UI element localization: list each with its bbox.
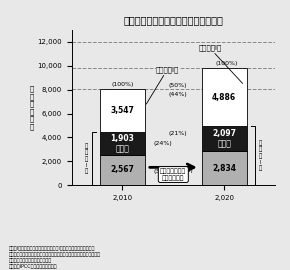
Text: 4,886: 4,886 [212, 93, 236, 102]
Text: 1,903
米・豪: 1,903 米・豪 [110, 134, 135, 153]
Text: 非附属書Ⅰ国: 非附属書Ⅰ国 [198, 45, 243, 83]
Text: (21%): (21%) [168, 131, 187, 137]
Bar [100, 89, 145, 132]
Text: 日加欧での取組
に留まる場合: 日加欧での取組 に留まる場合 [160, 168, 186, 181]
Bar [100, 155, 145, 185]
Text: 非附属書Ⅰ国: 非附属書Ⅰ国 [146, 66, 179, 104]
Title: 図１　世界の二酸化炭素排出量見通し: 図１ 世界の二酸化炭素排出量見通し [123, 15, 223, 25]
Text: 2,097
米・豪: 2,097 米・豪 [212, 129, 236, 149]
Bar [202, 126, 246, 151]
Text: (100%): (100%) [215, 61, 238, 66]
Text: (29%): (29%) [174, 168, 193, 173]
Y-axis label: 百
万
炭
素
ト
ン: 百 万 炭 素 ト ン [30, 85, 34, 130]
Text: (24%): (24%) [154, 141, 173, 146]
Bar [202, 68, 246, 126]
Text: (32%): (32%) [154, 169, 173, 174]
Text: 3,547: 3,547 [110, 106, 135, 115]
Text: 2,567: 2,567 [110, 166, 135, 174]
Text: 附
属
書
Ⅰ
国: 附 属 書 Ⅰ 国 [259, 140, 262, 171]
Bar [202, 151, 246, 185]
Text: (100%): (100%) [111, 82, 134, 87]
Text: 附
属
書
Ⅰ
国: 附 属 書 Ⅰ 国 [84, 143, 88, 174]
Text: 2,834: 2,834 [212, 164, 236, 173]
Bar [100, 132, 145, 155]
Text: (50%): (50%) [168, 83, 187, 88]
Text: (44%): (44%) [168, 92, 187, 97]
Text: 附属書Ⅰ国：気候変動枠組条約の附属書Ⅰに掲載されている国（先進
国＋経済移行国）。京都議定書上、同附属書に掲載された国が、温室効
果ガスの削減義務を負っている。: 附属書Ⅰ国：気候変動枠組条約の附属書Ⅰに掲載されている国（先進 国＋経済移行国）… [9, 246, 101, 269]
